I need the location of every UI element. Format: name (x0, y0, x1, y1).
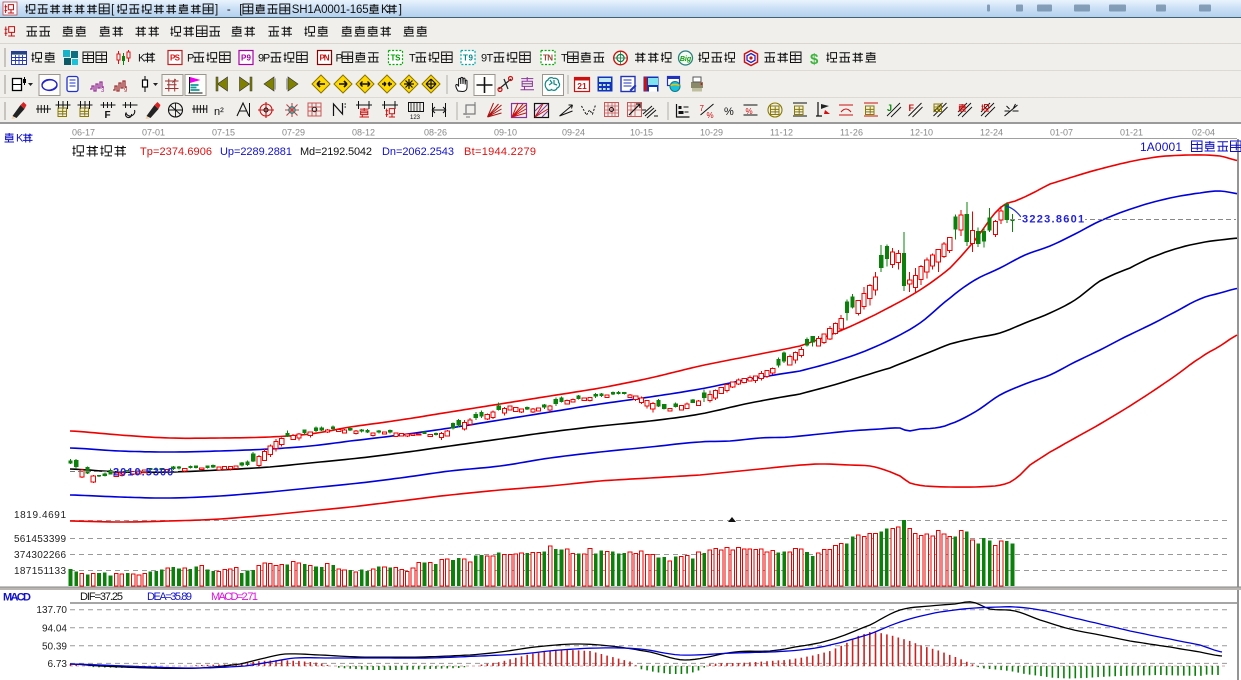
svg-text:PS: PS (170, 54, 181, 63)
svg-text:01-21: 01-21 (1120, 128, 1143, 138)
svg-text:1A0001: 1A0001 (1140, 140, 1182, 154)
svg-text:01-07: 01-07 (1050, 128, 1073, 138)
svg-text:10-29: 10-29 (700, 128, 723, 138)
svg-text:P: P (187, 53, 194, 65)
svg-text:P9: P9 (241, 54, 252, 63)
svg-text:07-15: 07-15 (212, 128, 235, 138)
svg-text:MACD=2.71: MACD=2.71 (211, 591, 258, 603)
svg-text:1819.4691: 1819.4691 (14, 510, 66, 521)
svg-text:09-24: 09-24 (562, 128, 585, 138)
svg-text:9P: 9P (258, 53, 270, 65)
svg-text:[: [ (111, 4, 115, 16)
svg-text:11-12: 11-12 (770, 128, 793, 138)
svg-text:21: 21 (577, 81, 587, 91)
svg-text:P: P (336, 53, 343, 65)
svg-text:3: 3 (101, 88, 105, 94)
svg-text:3223.8601: 3223.8601 (1022, 214, 1084, 226)
svg-text:6.73: 6.73 (48, 659, 68, 670)
svg-text:TS: TS (391, 54, 402, 63)
svg-text:06-17: 06-17 (72, 128, 95, 138)
svg-text:08-26: 08-26 (424, 128, 447, 138)
svg-text:Up=2289.2881: Up=2289.2881 (220, 146, 292, 158)
svg-text:F: F (105, 110, 111, 121)
svg-text:Bt=1944.2279: Bt=1944.2279 (464, 146, 536, 158)
svg-text:2010.5300: 2010.5300 (113, 467, 173, 479)
svg-text:PN: PN (320, 54, 330, 63)
svg-text:T9: T9 (463, 54, 474, 63)
svg-text:MACD: MACD (3, 592, 31, 604)
svg-text:Tp=2374.6906: Tp=2374.6906 (140, 146, 212, 158)
svg-text:K: K (138, 53, 146, 65)
svg-text:94.04: 94.04 (42, 623, 67, 634)
svg-text:%: % (746, 107, 753, 116)
svg-text:DIF=37.25: DIF=37.25 (80, 591, 123, 603)
svg-text:Md=2192.5042: Md=2192.5042 (300, 146, 372, 158)
svg-text:137.70: 137.70 (36, 605, 67, 616)
svg-text:F: F (909, 103, 915, 113)
svg-text:07-01: 07-01 (142, 128, 165, 138)
svg-text:02-04: 02-04 (1192, 128, 1215, 138)
svg-text:09-10: 09-10 (494, 128, 517, 138)
svg-text:%: % (707, 111, 714, 120)
svg-text:K: K (16, 133, 24, 145)
svg-text:K: K (381, 4, 389, 16)
svg-text:11-26: 11-26 (840, 128, 863, 138)
svg-text:10-15: 10-15 (630, 128, 653, 138)
svg-text:T: T (409, 53, 416, 65)
svg-text:Big: Big (680, 56, 692, 63)
svg-text:T: T (561, 53, 568, 65)
svg-text:50.39: 50.39 (42, 641, 67, 652)
svg-text:J: J (887, 103, 892, 113)
svg-text:%: % (724, 106, 734, 118)
svg-text:n²: n² (214, 106, 224, 118)
svg-text:374302266: 374302266 (14, 550, 66, 561)
svg-text:123: 123 (410, 115, 421, 121)
svg-text:TN: TN (543, 54, 553, 63)
svg-text:187151133: 187151133 (14, 566, 66, 577)
svg-text:9: 9 (124, 88, 128, 94)
svg-text:9T: 9T (481, 53, 493, 65)
svg-text:]: ] (399, 4, 402, 16)
svg-text:Dn=2062.2543: Dn=2062.2543 (382, 146, 454, 158)
svg-text:DEA=35.89: DEA=35.89 (147, 591, 192, 603)
svg-text:561453399: 561453399 (14, 534, 66, 545)
svg-text:$: $ (810, 51, 819, 68)
svg-text:7: 7 (700, 104, 705, 113)
svg-text:08-12: 08-12 (352, 128, 375, 138)
svg-text:12-10: 12-10 (910, 128, 933, 138)
svg-text:12-24: 12-24 (980, 128, 1003, 138)
svg-text:07-29: 07-29 (282, 128, 305, 138)
svg-text:SH1A0001-165: SH1A0001-165 (292, 4, 369, 16)
svg-text:] - [: ] - [ (215, 4, 243, 16)
